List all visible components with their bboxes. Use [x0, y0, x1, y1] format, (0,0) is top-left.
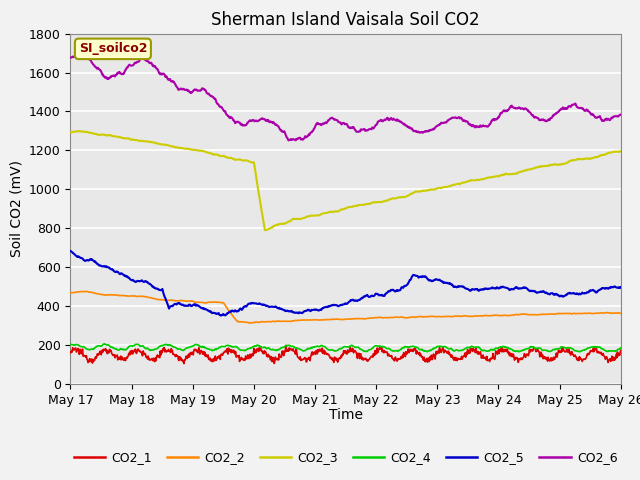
X-axis label: Time: Time: [328, 408, 363, 422]
Legend: CO2_1, CO2_2, CO2_3, CO2_4, CO2_5, CO2_6: CO2_1, CO2_2, CO2_3, CO2_4, CO2_5, CO2_6: [68, 446, 623, 469]
Text: SI_soilco2: SI_soilco2: [79, 42, 147, 55]
Y-axis label: Soil CO2 (mV): Soil CO2 (mV): [9, 160, 23, 257]
Title: Sherman Island Vaisala Soil CO2: Sherman Island Vaisala Soil CO2: [211, 11, 480, 29]
